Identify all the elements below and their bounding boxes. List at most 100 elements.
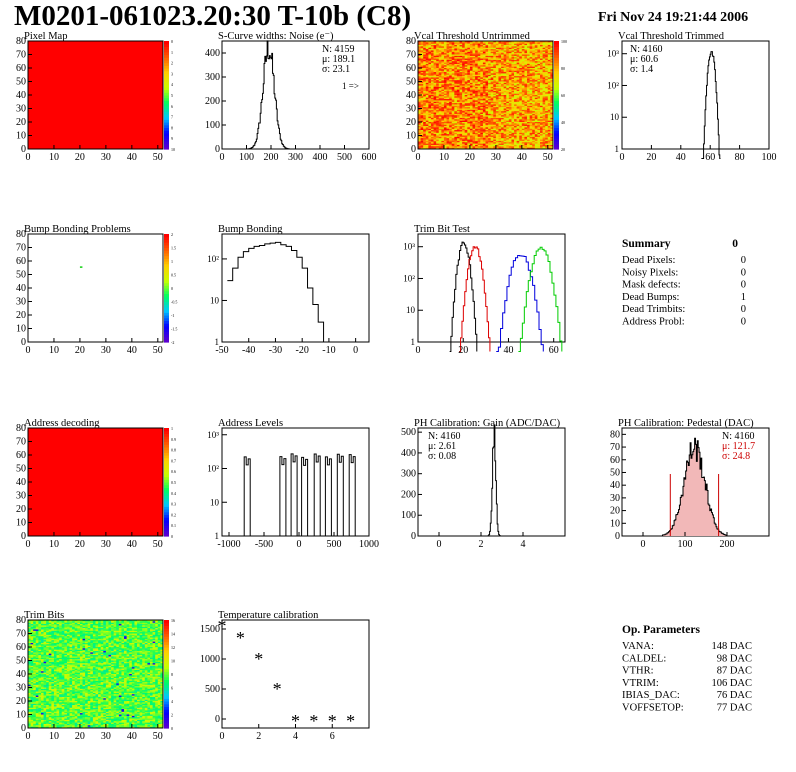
heatmap-cell	[529, 77, 533, 80]
heatmap-cell	[443, 100, 447, 103]
heatmap-cell	[534, 109, 538, 112]
heatmap-cell	[430, 90, 434, 93]
heatmap-cell	[521, 84, 525, 86]
heatmap-cell	[430, 72, 434, 74]
heatmap-cell	[524, 78, 528, 81]
heatmap-cell	[451, 61, 455, 63]
heatmap-cell	[433, 57, 437, 59]
heatmap-cell	[521, 122, 525, 124]
heatmap-cell	[462, 85, 466, 88]
heatmap-cell	[475, 134, 479, 136]
y-tick-label: 20	[16, 310, 26, 321]
palette-cell	[164, 84, 169, 88]
heatmap-cell	[420, 88, 424, 90]
heatmap-cell	[425, 45, 429, 47]
heatmap-cell	[503, 138, 507, 140]
heatmap-cell	[508, 70, 512, 73]
heatmap-cell	[485, 50, 489, 53]
panel-title: Address decoding	[24, 418, 100, 429]
heatmap-cell	[508, 109, 512, 112]
heatmap-cell	[477, 77, 481, 80]
heatmap-cell	[430, 147, 434, 150]
heatmap-cell	[529, 140, 533, 143]
x-tick-label: 1000	[359, 539, 379, 550]
heatmap-cell	[462, 100, 466, 103]
heatmap-cell	[459, 80, 463, 82]
heatmap-cell	[511, 117, 515, 120]
heatmap-cell	[529, 113, 533, 116]
heatmap-cell	[493, 89, 497, 92]
heatmap-cell	[521, 120, 525, 123]
heatmap-cell	[516, 89, 520, 92]
heatmap-cell	[537, 113, 541, 116]
heatmap-cell	[438, 122, 442, 124]
heatmap-cell	[521, 124, 525, 127]
heatmap-cell	[511, 73, 515, 76]
heatmap-cell	[472, 84, 476, 86]
heatmap-cell	[503, 146, 507, 148]
y-tick-label: 60	[16, 450, 26, 461]
heatmap-cell	[519, 61, 523, 63]
heatmap-cell	[433, 81, 437, 84]
heatmap-cell	[516, 69, 520, 71]
heatmap-cell	[451, 142, 455, 144]
heatmap-cell	[441, 46, 445, 49]
heatmap-cell	[425, 112, 429, 115]
heatmap-cell	[462, 49, 466, 51]
heatmap-cell	[490, 144, 494, 147]
heatmap-cell	[472, 105, 476, 108]
heatmap-cell	[428, 80, 432, 82]
heatmap-cell	[506, 74, 510, 77]
heatmap-cell	[501, 54, 504, 57]
heatmap-cell	[469, 140, 473, 143]
heatmap-cell	[508, 140, 512, 143]
heatmap-cell	[433, 82, 437, 85]
heatmap-cell	[493, 72, 497, 74]
heatmap-cell	[446, 80, 450, 82]
heatmap-cell	[529, 97, 533, 100]
heatmap-cell	[430, 49, 434, 51]
heatmap-cell	[514, 115, 517, 117]
heatmap-cell	[488, 109, 491, 112]
heatmap-cell	[443, 146, 447, 148]
heatmap-cell	[532, 140, 536, 143]
palette-cell	[164, 62, 169, 66]
heatmap-cell	[425, 85, 429, 88]
heatmap-cell	[503, 131, 507, 134]
heatmap-cell	[428, 146, 432, 148]
heatmap-cell	[485, 68, 489, 70]
heatmap-cell	[425, 103, 429, 105]
heatmap-cell	[482, 62, 486, 65]
heatmap-cell	[490, 54, 494, 57]
heatmap-cell	[511, 55, 515, 58]
heatmap-cell	[425, 123, 429, 125]
heatmap-cell	[464, 84, 468, 86]
heatmap-cell	[508, 100, 512, 103]
heatmap-cell	[490, 139, 494, 142]
heatmap-cell	[498, 59, 502, 62]
heatmap-cell	[542, 76, 546, 78]
heatmap-cell	[501, 50, 504, 53]
heatmap-cell	[477, 123, 481, 125]
heatmap-cell	[475, 65, 479, 67]
heatmap-cell	[472, 109, 476, 112]
heatmap-cell	[443, 126, 447, 128]
heatmap-cell	[446, 61, 450, 63]
heatmap-cell	[477, 43, 481, 46]
heatmap-cell	[524, 138, 528, 140]
heatmap-cell	[488, 50, 491, 53]
heatmap-cell	[438, 55, 442, 58]
heatmap-cell	[472, 135, 476, 138]
heatmap-cell	[443, 109, 447, 112]
heatmap-cell	[501, 47, 504, 50]
heatmap-cell	[527, 88, 530, 90]
heatmap-cell	[451, 132, 455, 135]
heatmap-cell	[516, 126, 520, 128]
heatmap-cell	[475, 81, 479, 84]
heatmap-cell	[511, 45, 515, 47]
heatmap-cell	[446, 99, 450, 101]
heatmap-cell	[467, 74, 471, 77]
heatmap-cell	[501, 73, 504, 76]
heatmap-cell	[537, 100, 541, 103]
heatmap-cell	[436, 89, 440, 92]
